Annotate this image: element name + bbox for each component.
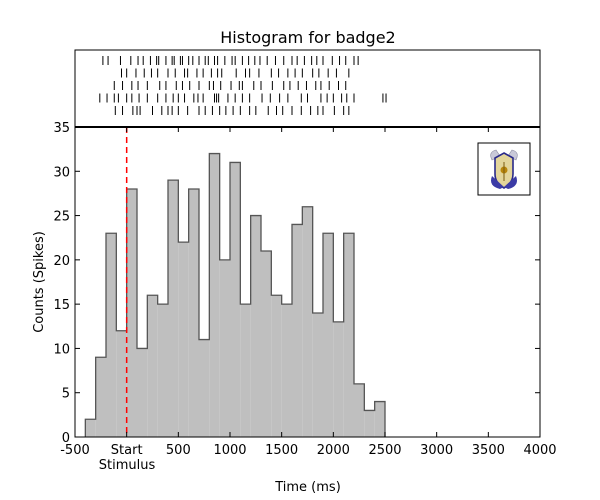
histogram-bar [95,357,106,437]
histogram-bar [157,304,168,437]
raster-group [99,56,387,115]
chart-title: Histogram for badge2 [220,28,395,47]
histogram-bar [199,339,210,437]
histogram-bar [250,215,261,437]
x-tick-label: 4000 [523,443,556,458]
histogram-bar [168,180,179,437]
y-axis-label: Counts (Spikes) [32,231,47,333]
x-tick-label: 3500 [472,443,505,458]
histogram-bar [209,153,220,438]
histogram-bar [333,321,344,437]
histogram-bar [343,233,354,437]
y-tick-label: 25 [53,210,70,225]
histogram-bar [85,419,96,437]
histogram-bar [312,313,323,437]
histogram-bar [261,251,272,437]
histogram-bar [178,242,189,437]
histogram-bar [240,304,251,437]
x-tick-label: -500 [60,443,90,458]
x-tick-label: 2500 [368,443,401,458]
histogram-bar [271,295,282,437]
histogram-bars [84,152,386,438]
y-tick-label: 30 [53,165,70,180]
badge-crest-icon [477,142,531,196]
y-tick-label: 20 [53,254,70,269]
histogram-bar [106,233,117,437]
histogram-bar [374,401,385,437]
histogram-bar [147,295,158,437]
x-tick-label: 500 [166,443,191,458]
histogram-bar [292,224,303,437]
histogram-bar [219,259,230,437]
histogram-bar [188,189,199,437]
raster-panel [74,49,541,128]
x-tick-label: 2000 [317,443,350,458]
y-tick-label: 0 [62,431,70,446]
x-axis-label: Time (ms) [274,480,341,495]
histogram-outline [84,152,386,437]
y-tick-label: 5 [62,387,70,402]
histogram-bar [137,348,148,437]
y-tick-label: 10 [53,342,70,357]
x-tick-label: Start [111,443,143,458]
histogram-bar [364,410,375,437]
x-axis: -500 Start 500 1000 1500 2000 2500 3000 3500 4000 [60,127,557,458]
histogram-bar [302,206,313,437]
y-tick-label: 35 [53,121,70,136]
y-axis: 0 5 10 15 20 25 30 35 [53,121,540,446]
x-tick-label: 3000 [420,443,453,458]
x-tick-label: 1000 [213,443,246,458]
histogram-bar [354,383,365,437]
histogram-bar [230,162,241,437]
histogram-bar [126,189,137,437]
stimulus-label: Stimulus [99,458,156,473]
histogram-bar [116,330,127,437]
x-tick-label: 1500 [265,443,298,458]
histogram-bar [281,304,292,437]
y-tick-label: 15 [53,298,70,313]
histogram-bar [323,233,334,437]
